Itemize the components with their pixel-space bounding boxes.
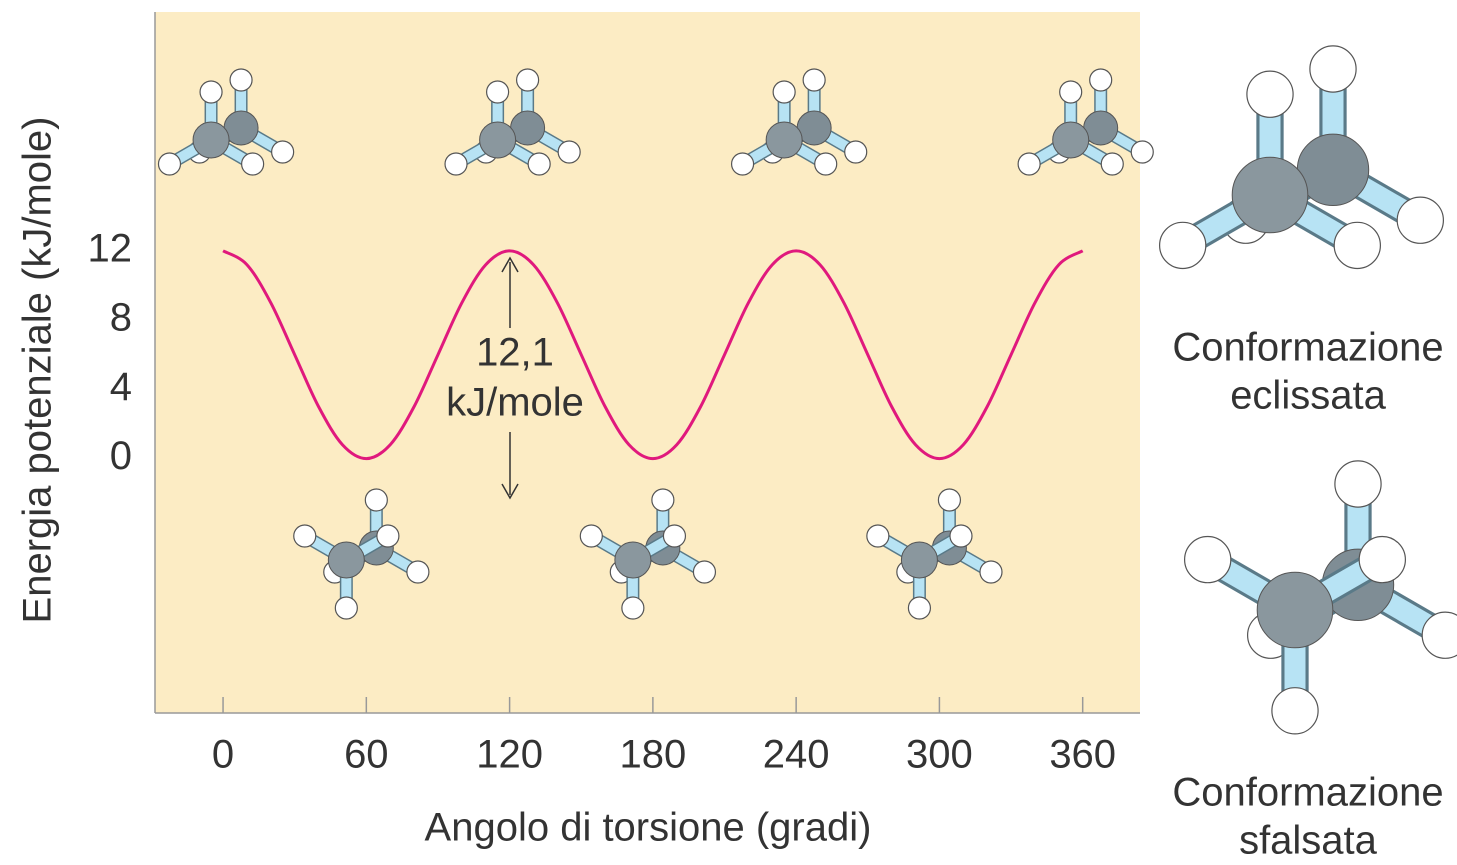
hydrogen bbox=[335, 597, 357, 619]
hydrogen bbox=[1272, 688, 1318, 734]
hydrogen bbox=[1160, 222, 1206, 268]
y-tick-label: 0 bbox=[110, 434, 132, 478]
x-tick-label: 240 bbox=[763, 733, 830, 777]
hydrogen bbox=[445, 153, 467, 175]
y-tick-label: 8 bbox=[110, 296, 132, 340]
hydrogen bbox=[867, 525, 889, 547]
x-tick-label: 180 bbox=[619, 733, 686, 777]
x-tick-label: 120 bbox=[476, 733, 543, 777]
hydrogen bbox=[815, 153, 837, 175]
hydrogen bbox=[294, 525, 316, 547]
x-tick-label: 360 bbox=[1049, 733, 1116, 777]
x-axis-title: Angolo di torsione (gradi) bbox=[425, 806, 872, 850]
hydrogen bbox=[230, 69, 252, 91]
molecule bbox=[1160, 46, 1444, 269]
hydrogen bbox=[1335, 461, 1381, 507]
hydrogen bbox=[1397, 197, 1443, 243]
chart: Energia potenziale (kJ/mole) Angolo di t… bbox=[0, 0, 1457, 865]
plot-area bbox=[155, 12, 1140, 713]
hydrogen bbox=[950, 525, 972, 547]
hydrogen bbox=[272, 141, 294, 163]
hydrogen bbox=[407, 561, 429, 583]
y-tick-label: 4 bbox=[110, 365, 132, 409]
hydrogen bbox=[980, 561, 1002, 583]
annotation: kJ/mole bbox=[446, 381, 584, 425]
hydrogen bbox=[652, 489, 674, 511]
hydrogen bbox=[693, 561, 715, 583]
x-tick-label: 60 bbox=[344, 733, 389, 777]
hydrogen bbox=[365, 489, 387, 511]
hydrogen bbox=[580, 525, 602, 547]
y-axis-title: Energia potenziale (kJ/mole) bbox=[16, 117, 60, 624]
carbon bbox=[1257, 572, 1333, 648]
hydrogen bbox=[1185, 537, 1231, 583]
hydrogen bbox=[517, 69, 539, 91]
side-label: Conformazione bbox=[1172, 771, 1443, 815]
hydrogen bbox=[200, 81, 222, 103]
hydrogen bbox=[1131, 141, 1153, 163]
carbon bbox=[1053, 122, 1089, 158]
carbon bbox=[193, 122, 229, 158]
x-tick-label: 300 bbox=[906, 733, 973, 777]
hydrogen bbox=[1247, 71, 1293, 117]
carbon bbox=[615, 542, 651, 578]
hydrogen bbox=[938, 489, 960, 511]
hydrogen bbox=[1334, 222, 1380, 268]
hydrogen bbox=[487, 81, 509, 103]
molecule bbox=[1185, 461, 1457, 734]
hydrogen bbox=[845, 141, 867, 163]
hydrogen bbox=[558, 141, 580, 163]
hydrogen bbox=[1101, 153, 1123, 175]
side-label: Conformazione bbox=[1172, 326, 1443, 370]
hydrogen bbox=[1090, 69, 1112, 91]
hydrogen bbox=[663, 525, 685, 547]
page: Energia potenziale (kJ/mole) Angolo di t… bbox=[0, 0, 1457, 865]
carbon bbox=[766, 122, 802, 158]
carbon bbox=[1232, 157, 1308, 233]
hydrogen bbox=[732, 153, 754, 175]
side-label: eclissata bbox=[1230, 374, 1386, 418]
hydrogen bbox=[528, 153, 550, 175]
annotation: 12,1 bbox=[476, 331, 554, 375]
carbon bbox=[328, 542, 364, 578]
hydrogen bbox=[1310, 46, 1356, 92]
hydrogen bbox=[377, 525, 399, 547]
hydrogen bbox=[1018, 153, 1040, 175]
hydrogen bbox=[803, 69, 825, 91]
hydrogen bbox=[158, 153, 180, 175]
hydrogen bbox=[622, 597, 644, 619]
hydrogen bbox=[1359, 537, 1405, 583]
y-tick-label: 12 bbox=[88, 226, 133, 270]
hydrogen bbox=[1060, 81, 1082, 103]
hydrogen bbox=[908, 597, 930, 619]
side-label: sfalsata bbox=[1239, 819, 1378, 863]
carbon bbox=[901, 542, 937, 578]
hydrogen bbox=[242, 153, 264, 175]
carbon bbox=[480, 122, 516, 158]
hydrogen bbox=[773, 81, 795, 103]
x-tick-label: 0 bbox=[212, 733, 234, 777]
